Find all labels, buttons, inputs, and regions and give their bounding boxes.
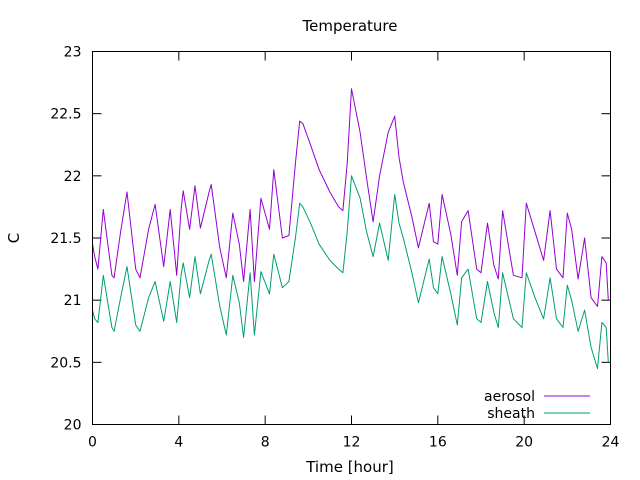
x-tick-label: 8 (261, 435, 270, 451)
series-layer (92, 88, 609, 370)
y-axis-ticks: 20 20.5 21 21.5 22 22.5 23 (50, 45, 611, 434)
legend-label-aerosol: aerosol (484, 389, 535, 405)
y-tick-label: 22 (64, 169, 82, 185)
x-axis-ticks: 0 4 8 12 16 20 24 (88, 51, 620, 451)
y-tick-label: 21.5 (50, 231, 81, 247)
x-axis-label: Time [hour] (305, 458, 394, 476)
y-tick-label: 21 (64, 293, 82, 309)
y-tick-label: 20.5 (50, 355, 81, 371)
x-tick-label: 12 (343, 435, 361, 451)
x-tick-label: 4 (174, 435, 183, 451)
plot-frame (92, 51, 611, 425)
y-tick-label: 23 (64, 45, 82, 61)
series-line-sheath (92, 175, 609, 370)
y-tick-label: 22.5 (50, 107, 81, 123)
series-line-aerosol (92, 88, 609, 307)
x-tick-label: 16 (429, 435, 447, 451)
y-axis-label: C (5, 233, 23, 243)
x-tick-label: 20 (515, 435, 533, 451)
y-tick-label: 20 (64, 418, 82, 434)
chart-title: Temperature (301, 17, 397, 35)
x-tick-label: 0 (88, 435, 97, 451)
x-tick-label: 24 (602, 435, 620, 451)
legend-label-sheath: sheath (487, 406, 535, 422)
